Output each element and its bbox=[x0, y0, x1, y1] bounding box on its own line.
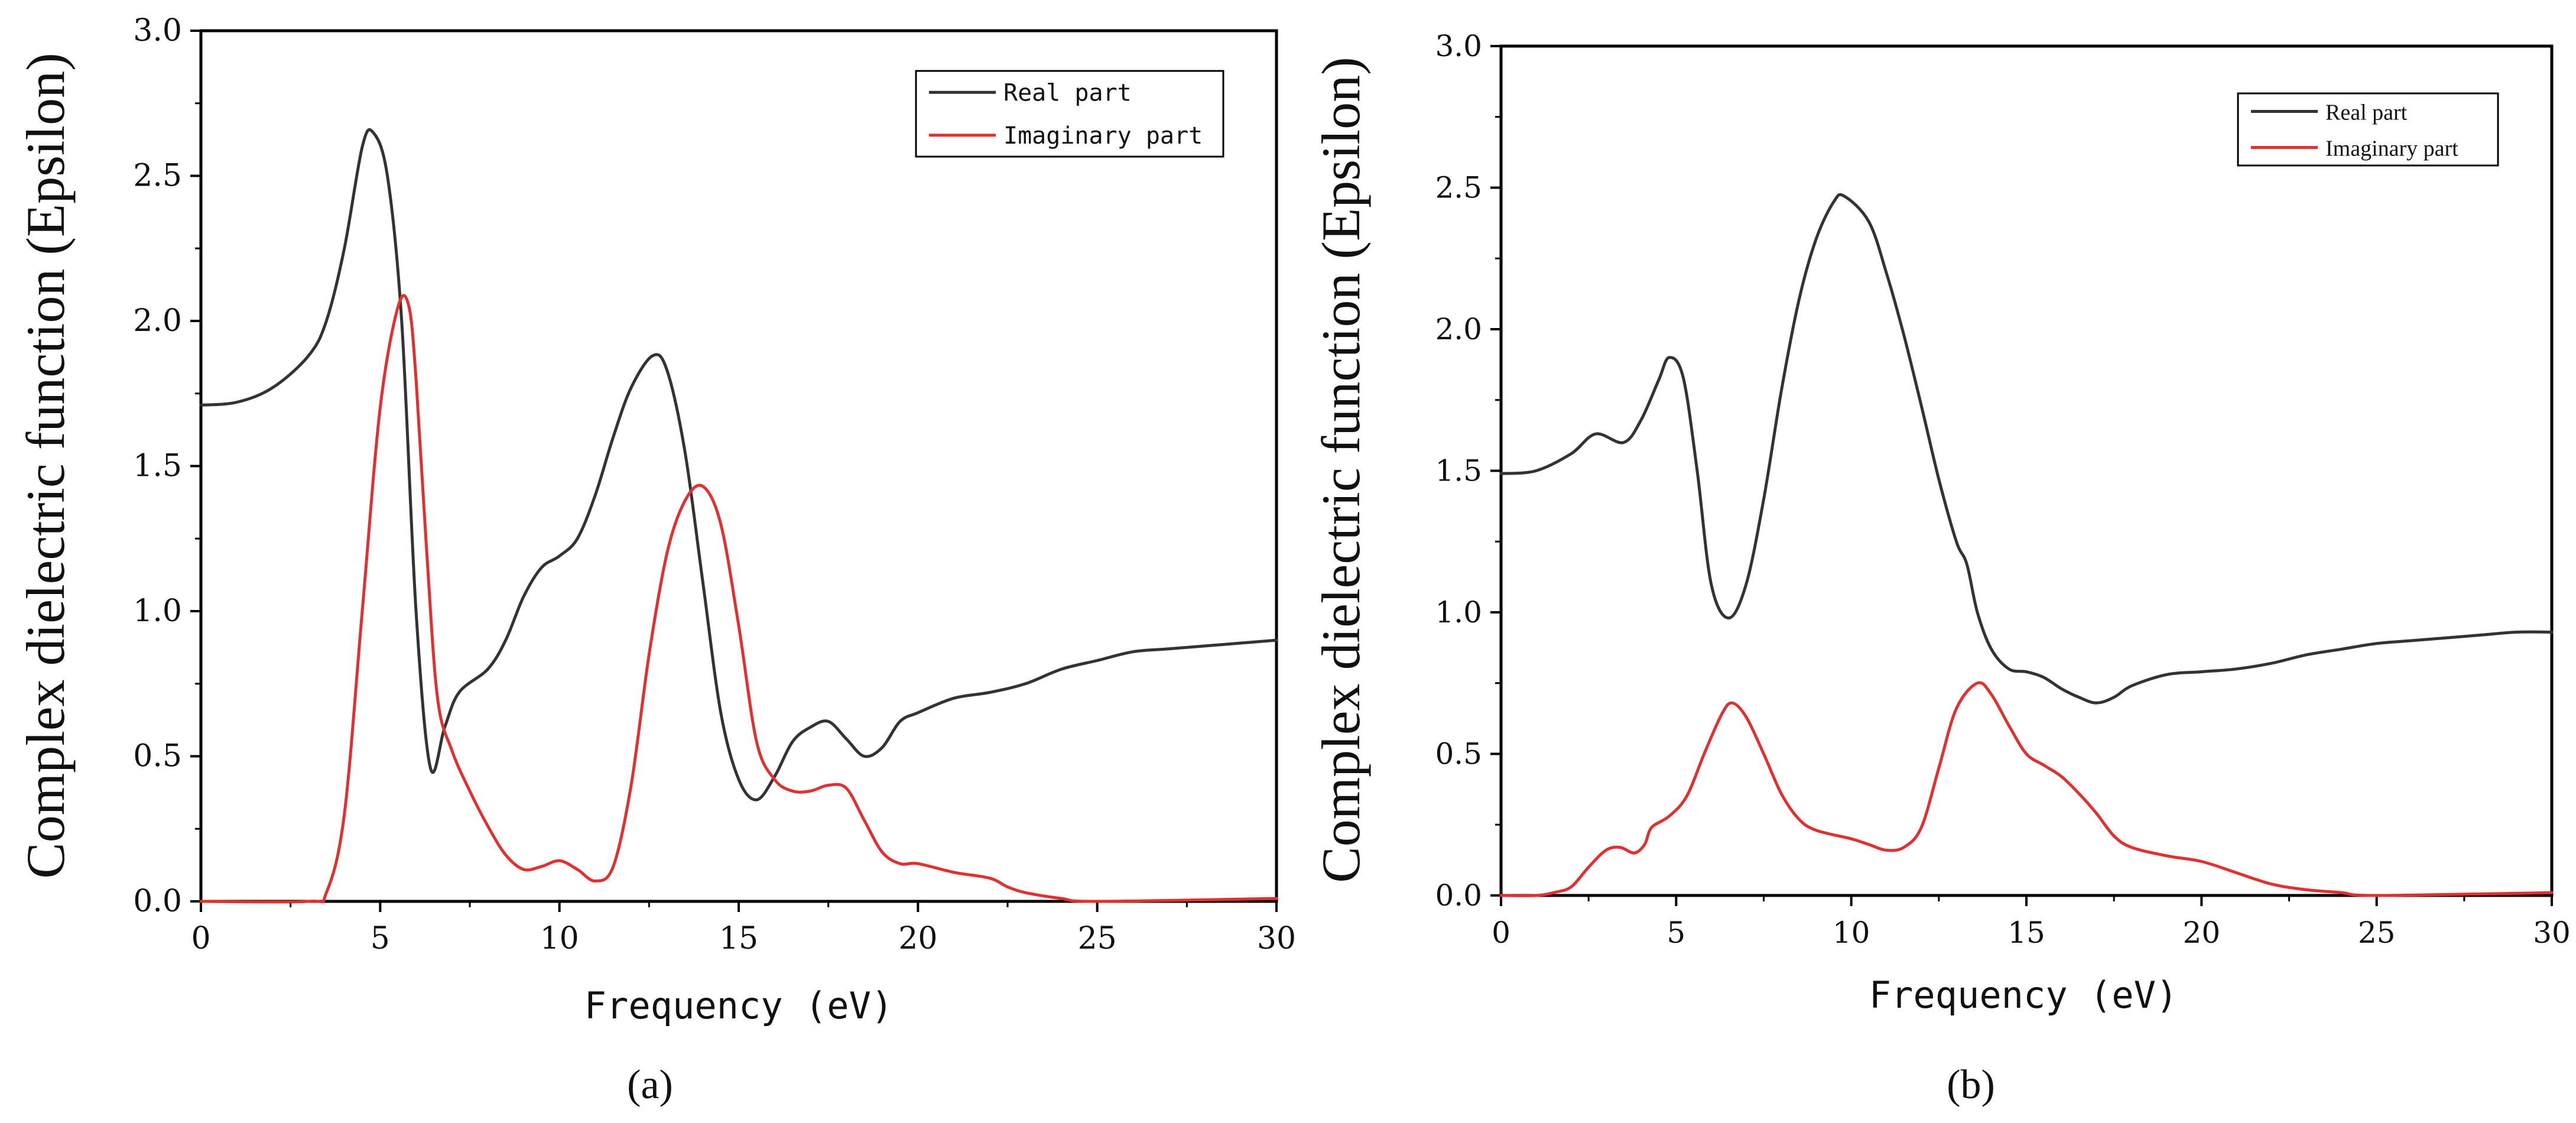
y-tick-label: 2.5 bbox=[1435, 171, 1482, 205]
chart-panel-b: 0 5 10 15 20 25 30 0.0 0.5 1.0 1.5 2.0 2.5 3.0 Real pa… bbox=[1311, 29, 2571, 1108]
y-tick-label: 3.0 bbox=[1435, 29, 1482, 63]
legend-label: Real part bbox=[1003, 79, 1132, 106]
legend: Real part Imaginary part bbox=[2237, 92, 2499, 167]
legend-box bbox=[2237, 92, 2499, 167]
y-tick-label: 1.0 bbox=[1435, 595, 1482, 629]
y-tick-label: 2.0 bbox=[1435, 312, 1482, 346]
y-tick-label: 0.5 bbox=[1435, 737, 1482, 771]
x-tick-label: 25 bbox=[1078, 921, 1117, 956]
legend: Real part Imaginary part bbox=[915, 70, 1224, 158]
x-tick-label: 15 bbox=[719, 921, 758, 956]
y-tick-label: 2.0 bbox=[133, 303, 182, 339]
y-tick-label: 1.5 bbox=[133, 449, 182, 484]
y-tick-label: 0.0 bbox=[133, 884, 182, 919]
y-axis-title: Complex dielectric function (Epsilon) bbox=[15, 53, 76, 879]
y-tick-label: 1.0 bbox=[133, 593, 182, 629]
x-axis-title: Frequency (eV) bbox=[584, 984, 894, 1027]
legend-box bbox=[915, 70, 1224, 158]
series-line-imaginary bbox=[1499, 681, 2554, 897]
x-tick-label: 15 bbox=[2007, 916, 2045, 950]
x-axis-title: Frequency (eV) bbox=[1869, 973, 2178, 1017]
legend-label: Imaginary part bbox=[1003, 122, 1203, 150]
y-tick-label: 1.5 bbox=[1435, 454, 1482, 488]
x-tick-label: 0 bbox=[191, 921, 210, 956]
y-axis-title: Complex dielectric function (Epsilon) bbox=[1311, 57, 1371, 883]
x-tick-label: 30 bbox=[2533, 916, 2571, 950]
x-tick-label: 10 bbox=[1833, 916, 1870, 950]
y-tick-label: 3.0 bbox=[133, 13, 182, 48]
x-tick-label: 20 bbox=[898, 921, 937, 956]
y-tick-label: 0.5 bbox=[133, 739, 182, 774]
legend-label: Real part bbox=[2325, 100, 2408, 125]
panel-label: (a) bbox=[627, 1062, 673, 1108]
x-tick-label: 5 bbox=[371, 921, 390, 956]
series-line-real bbox=[1499, 193, 2554, 705]
x-tick-label: 25 bbox=[2358, 916, 2396, 950]
x-tick-label: 30 bbox=[1257, 921, 1296, 956]
x-tick-label: 5 bbox=[1667, 916, 1685, 950]
plot-frame bbox=[1499, 44, 2554, 897]
legend-label: Imaginary part bbox=[2325, 137, 2458, 161]
chart-panel-a: 0 5 10 15 20 25 30 0.0 0.5 1.0 1.5 2.0 2.5 3.0 Real pa… bbox=[15, 13, 1296, 1108]
series-line-imaginary bbox=[199, 294, 1278, 904]
x-tick-label: 0 bbox=[1492, 916, 1510, 950]
series-line-real bbox=[199, 128, 1278, 801]
x-tick-label: 10 bbox=[540, 921, 579, 956]
y-tick-label: 0.0 bbox=[1435, 878, 1482, 913]
panel-label: (b) bbox=[1947, 1062, 1995, 1108]
plot-frame bbox=[199, 29, 1278, 903]
x-tick-label: 20 bbox=[2183, 916, 2221, 950]
y-tick-label: 2.5 bbox=[133, 158, 182, 194]
